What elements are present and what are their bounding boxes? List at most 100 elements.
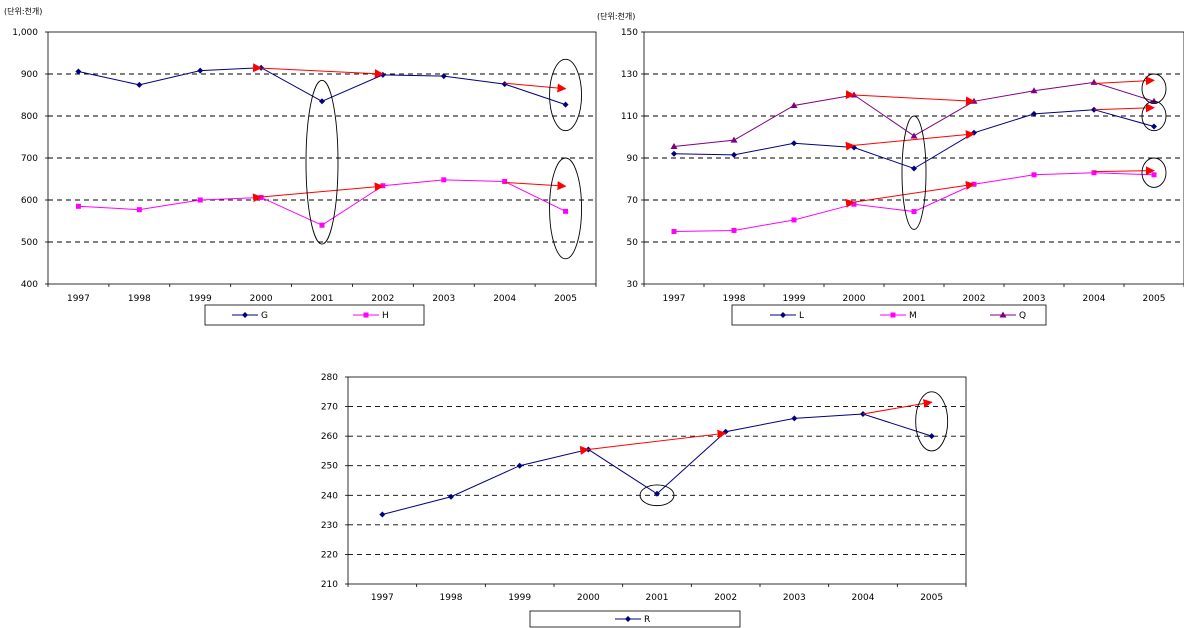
x-tick-label: 1997 (371, 593, 394, 603)
annotation-arrow (252, 182, 384, 203)
data-point-R (448, 493, 454, 500)
y-tick-label: 110 (621, 112, 638, 122)
legend-label-R: R (644, 615, 650, 625)
annotation-arrow (504, 181, 567, 191)
legend-marker-L (780, 312, 786, 318)
data-point-G (319, 98, 325, 105)
data-point-L (671, 150, 677, 157)
annotation-arrow (845, 90, 975, 106)
data-point-G (440, 73, 447, 80)
y-tick-label: 50 (627, 238, 639, 248)
data-point-H (258, 194, 264, 200)
x-tick-label: 2003 (432, 294, 455, 304)
data-point-H (380, 183, 386, 189)
legend-marker-Q (999, 311, 1007, 318)
data-point-H (319, 222, 325, 228)
series-line-R (382, 413, 932, 515)
data-point-M (671, 229, 677, 234)
x-tick-label: 2004 (852, 593, 875, 603)
data-point-H (197, 197, 203, 203)
data-point-H (441, 177, 447, 183)
data-point-R (928, 433, 935, 440)
annotation-arrow (1093, 166, 1155, 176)
data-point-M (851, 201, 857, 207)
y-tick-label: 270 (321, 403, 338, 413)
chart-2: 30 50 70 90 110 130 150 1997 1998 1999 2000 2001 200… (597, 11, 1184, 326)
x-tick-label: 1999 (783, 294, 806, 304)
data-point-Q (1150, 97, 1158, 104)
legend-marker-H (363, 312, 369, 318)
annotation-ellipse (1141, 73, 1167, 104)
legend-marker-R (625, 616, 631, 622)
data-point-H (136, 207, 142, 213)
annotation-ellipse (901, 115, 927, 230)
x-tick-label: 2003 (783, 593, 806, 603)
legend-label-H: H (382, 311, 389, 321)
data-point-R (379, 511, 386, 518)
data-point-M (1031, 172, 1037, 178)
unit-label: (단위:천개) (597, 11, 635, 21)
legend-box (204, 304, 425, 326)
legend-marker-M (890, 312, 896, 318)
data-point-H (75, 203, 81, 209)
data-point-Q (910, 132, 918, 139)
y-tick-label: 900 (21, 70, 38, 80)
annotation-ellipse (915, 391, 949, 452)
data-point-G (562, 101, 569, 108)
data-point-G (501, 81, 508, 88)
annotation-arrow (579, 429, 727, 455)
y-tick-label: 600 (21, 196, 38, 206)
y-tick-label: 700 (21, 154, 38, 164)
data-point-Q (1090, 78, 1098, 85)
annotation-ellipse (549, 157, 583, 260)
data-point-L (1151, 123, 1157, 130)
x-tick-label: 2002 (714, 593, 737, 603)
legend-label-M: M (909, 311, 917, 321)
annotation-ellipse (1141, 157, 1167, 188)
y-tick-label: 500 (21, 238, 38, 248)
annotation-ellipse (549, 58, 583, 132)
y-tick-label: 230 (321, 521, 338, 531)
x-tick-label: 2000 (577, 593, 600, 603)
x-tick-label: 2005 (1143, 294, 1166, 304)
data-point-M (731, 227, 737, 233)
data-point-M (791, 217, 797, 223)
plot-area (347, 376, 967, 585)
data-point-G (258, 64, 265, 71)
annotation-arrow (252, 63, 384, 79)
legend-marker-G (242, 312, 248, 318)
data-point-L (1031, 110, 1037, 117)
y-tick-label: 240 (321, 491, 338, 501)
x-tick-label: 2005 (920, 593, 943, 603)
data-point-Q (730, 136, 738, 143)
data-point-L (731, 151, 737, 158)
data-point-Q (670, 142, 678, 149)
unit-label: (단위:천개) (4, 6, 42, 16)
data-point-L (791, 140, 797, 147)
series-line-M (673, 172, 1155, 232)
annotation-ellipse (1141, 100, 1167, 132)
y-tick-label: 150 (621, 28, 638, 38)
x-tick-label: 2003 (1023, 294, 1046, 304)
y-tick-label: 400 (21, 280, 38, 290)
data-point-L (911, 165, 917, 172)
data-point-R (791, 415, 798, 422)
y-tick-label: 130 (621, 70, 638, 80)
y-tick-label: 30 (627, 280, 639, 290)
x-tick-label: 2000 (250, 294, 273, 304)
chart-1: 400 500 600 700 800 900 1,000 1997 1998 1999 2000 2… (4, 6, 597, 326)
data-point-Q (790, 102, 798, 108)
series-line-L (673, 109, 1155, 170)
y-tick-label: 210 (321, 580, 338, 590)
x-tick-label: 2002 (371, 294, 394, 304)
annotation-arrow (1093, 103, 1155, 113)
y-tick-label: 220 (321, 550, 338, 560)
x-tick-label: 2004 (493, 294, 516, 304)
x-tick-label: 2001 (903, 294, 926, 304)
x-tick-label: 1999 (189, 294, 212, 304)
y-tick-label: 280 (321, 373, 338, 383)
chart-3: 210 220 230 240 250 260 270 280 1997 1998 1999 2000… (321, 373, 967, 628)
data-point-Q (1030, 87, 1038, 94)
y-tick-label: 70 (627, 196, 639, 206)
